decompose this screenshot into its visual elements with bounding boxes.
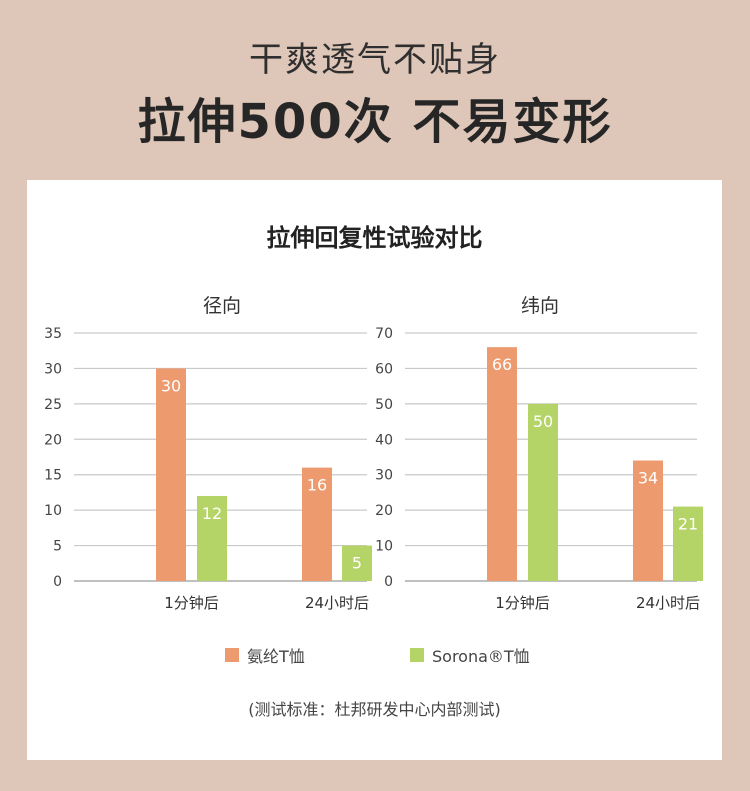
bar-charts: 径向 0 5 10 15 20 25 30 35 30 16 12 5 1分钟后 24小时后 纬向 0 10 20 3…: [44, 295, 703, 612]
chart-1-x-category-label: 1分钟后: [495, 594, 550, 612]
headline-main: 拉伸500次 不易变形: [137, 94, 613, 150]
legend-item-spandex: 氨纶T恤: [225, 643, 305, 667]
chart-1-y-tick-label: 50: [375, 397, 393, 413]
chart-0-y-tick-label: 5: [53, 539, 62, 555]
chart-1-bar-value-label: 66: [492, 355, 512, 374]
chart-1-y-tick-label: 70: [375, 326, 393, 342]
chart-0-bar-value-label: 30: [161, 376, 181, 395]
chart-1-bar-value-label: 50: [533, 412, 553, 431]
chart-0-bar: [156, 368, 186, 581]
chart-1-bar: [673, 506, 703, 581]
legend-label-sorona: Sorona®T恤: [432, 647, 530, 666]
chart-0-y-tick-label: 20: [44, 432, 62, 448]
chart-0-y-tick-label: 25: [44, 397, 62, 413]
chart-1-title: 纬向: [521, 295, 559, 317]
chart-0-bar: [302, 467, 332, 581]
chart-0-bar-value-label: 16: [307, 476, 327, 495]
chart-1-y-tick-label: 30: [375, 468, 393, 484]
legend-label-spandex: 氨纶T恤: [247, 647, 305, 666]
chart-0-bar: [197, 495, 227, 581]
chart-0-y-tick-label: 0: [53, 574, 62, 590]
chart-0-x-category-label: 24小时后: [305, 594, 369, 612]
chart-0-bar-value-label: 12: [202, 504, 222, 523]
chart-0-x-category-label: 1分钟后: [164, 594, 219, 612]
chart-1-x-category-label: 24小时后: [636, 594, 700, 612]
chart-0-title: 径向: [203, 295, 241, 317]
chart-1-bar: [487, 347, 517, 581]
legend-item-sorona: Sorona®T恤: [410, 643, 530, 667]
chart-1-y-tick-label: 40: [375, 432, 393, 448]
test-standard-note: (测试标准：杜邦研发中心内部测试): [248, 700, 501, 719]
chart-0-bar-value-label: 5: [352, 554, 362, 573]
chart-0-bar: [342, 545, 372, 581]
chart-1-bar: [633, 460, 663, 581]
chart-1-y-tick-label: 60: [375, 361, 393, 377]
chart-0-y-tick-label: 10: [44, 503, 62, 519]
legend-swatch-sorona: [410, 648, 424, 662]
chart-0-y-tick-label: 15: [44, 468, 62, 484]
chart-1-y-tick-label: 20: [375, 503, 393, 519]
chart-1-bar: [528, 403, 558, 581]
chart-1-bar-value-label: 34: [638, 469, 658, 488]
chart-0-y-tick-label: 30: [44, 361, 62, 377]
chart-1-y-tick-label: 10: [375, 539, 393, 555]
chart-1-y-tick-label: 0: [384, 574, 393, 590]
chart-title: 拉伸回复性试验对比: [266, 224, 483, 252]
legend-swatch-spandex: [225, 648, 239, 662]
headline-top: 干爽透气不贴身: [249, 40, 501, 80]
chart-0-y-tick-label: 35: [44, 326, 62, 342]
chart-card: 拉伸回复性试验对比 径向 0 5 10 15 20 25 30 35 30 16 12 5 1分钟后 24小…: [27, 180, 722, 760]
chart-1-bar-value-label: 21: [678, 515, 698, 534]
